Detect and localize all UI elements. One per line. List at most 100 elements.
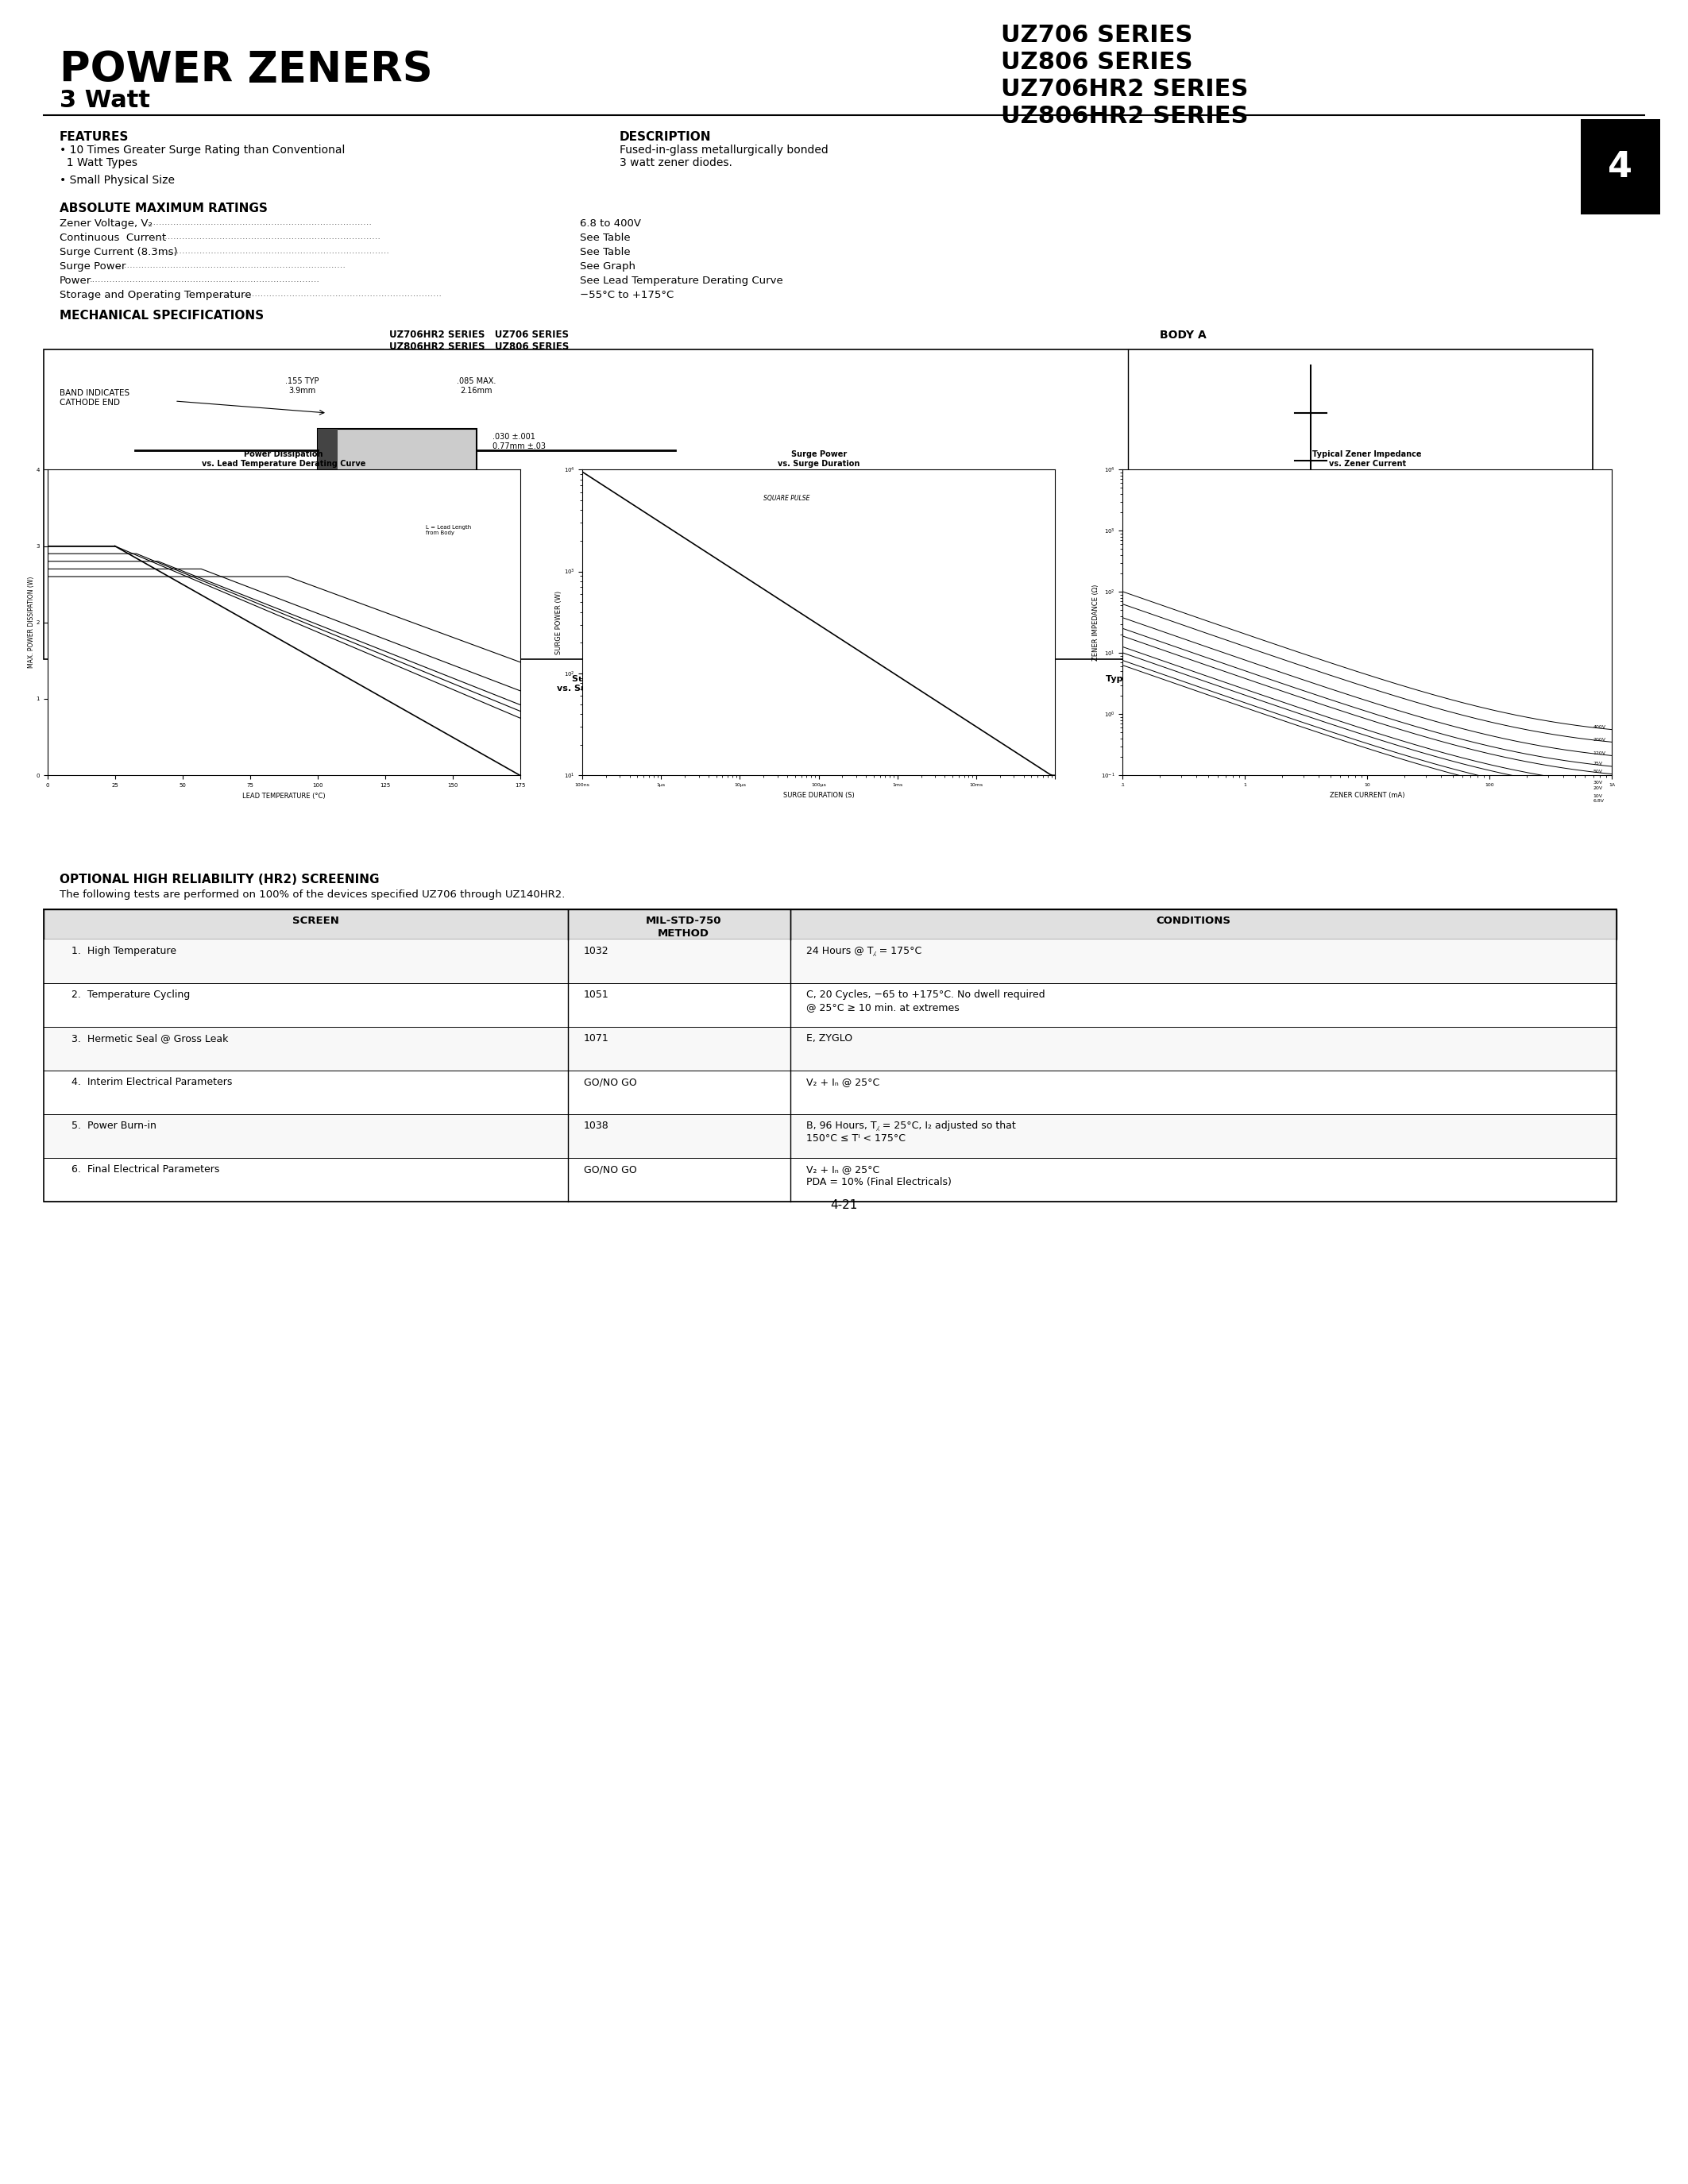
Text: .700 MIN.
17.8mm: .700 MIN. 17.8mm <box>57 505 95 522</box>
Text: GO/NO GO: GO/NO GO <box>584 1077 636 1088</box>
Text: 24 Hours @ T⁁ = 175°C: 24 Hours @ T⁁ = 175°C <box>807 946 922 957</box>
Title: Power Dissipation
vs. Lead Temperature Derating Curve: Power Dissipation vs. Lead Temperature D… <box>201 450 366 467</box>
Bar <box>44 983 1617 1026</box>
Text: 10V: 10V <box>1593 795 1602 797</box>
Text: MECHANICAL SPECIFICATIONS: MECHANICAL SPECIFICATIONS <box>59 310 263 321</box>
Text: Surge Current (8.3ms): Surge Current (8.3ms) <box>59 247 177 258</box>
Text: 1051: 1051 <box>584 989 609 1000</box>
Text: • Small Physical Size: • Small Physical Size <box>59 175 176 186</box>
Text: DESCRIPTION: DESCRIPTION <box>619 131 711 142</box>
Text: 1.625 MIN.
41.3mm: 1.625 MIN. 41.3mm <box>289 524 331 542</box>
X-axis label: LEAD TEMPERATURE (°C): LEAD TEMPERATURE (°C) <box>241 793 326 799</box>
Text: Zener Voltage, V₂: Zener Voltage, V₂ <box>59 218 152 229</box>
Text: 3 Watt: 3 Watt <box>59 90 150 111</box>
Text: Storage and Operating Temperature: Storage and Operating Temperature <box>59 290 252 299</box>
Text: GO/NO GO: GO/NO GO <box>584 1164 636 1175</box>
Text: 4.  Interim Electrical Parameters: 4. Interim Electrical Parameters <box>71 1077 233 1088</box>
Text: Typical Zener Impedance
vs. Zener Current: Typical Zener Impedance vs. Zener Curren… <box>1106 675 1229 692</box>
Text: L = Lead Length
from Body: L = Lead Length from Body <box>425 524 471 535</box>
Text: ................................................................................: ........................................… <box>159 247 390 256</box>
Text: BODY A: BODY A <box>1160 330 1207 341</box>
Text: 200V: 200V <box>1593 738 1605 743</box>
Y-axis label: ZENER IMPEDANCE (Ω): ZENER IMPEDANCE (Ω) <box>1092 583 1099 662</box>
Bar <box>44 1114 1617 1158</box>
Text: 75V: 75V <box>1593 762 1602 767</box>
Text: ................................................................................: ........................................… <box>115 262 346 269</box>
Bar <box>317 428 338 472</box>
Bar <box>44 1070 1617 1114</box>
Text: CONDITIONS: CONDITIONS <box>1156 915 1231 926</box>
Text: • 10 Times Greater Surge Rating than Conventional
  1 Watt Types: • 10 Times Greater Surge Rating than Con… <box>59 144 344 168</box>
Text: UZ706HR2 SERIES: UZ706HR2 SERIES <box>1001 79 1247 100</box>
Text: 6.8 to 400V: 6.8 to 400V <box>581 218 641 229</box>
Title: Typical Zener Impedance
vs. Zener Current: Typical Zener Impedance vs. Zener Curren… <box>1313 450 1421 467</box>
Text: 1032: 1032 <box>584 946 609 957</box>
Text: 20V: 20V <box>1593 786 1602 791</box>
Text: UZ706HR2 SERIES   UZ706 SERIES: UZ706HR2 SERIES UZ706 SERIES <box>390 330 569 341</box>
Text: B, 96 Hours, T⁁ = 25°C, I₂ adjusted so that
150°C ≤ Tⁱ < 175°C: B, 96 Hours, T⁁ = 25°C, I₂ adjusted so t… <box>807 1120 1016 1144</box>
Text: 30V: 30V <box>1593 780 1602 784</box>
Text: OPTIONAL HIGH RELIABILITY (HR2) SCREENING: OPTIONAL HIGH RELIABILITY (HR2) SCREENIN… <box>59 874 380 885</box>
Text: Fused-in-glass metallurgically bonded
3 watt zener diodes.: Fused-in-glass metallurgically bonded 3 … <box>619 144 829 168</box>
Text: UZ806HR2 SERIES   UZ806 SERIES: UZ806HR2 SERIES UZ806 SERIES <box>390 341 569 352</box>
Text: 2.  Temperature Cycling: 2. Temperature Cycling <box>71 989 191 1000</box>
Text: 4: 4 <box>1609 151 1632 183</box>
Bar <box>44 1026 1617 1070</box>
Text: V₂ + Iₙ @ 25°C
PDA = 10% (Final Electricals): V₂ + Iₙ @ 25°C PDA = 10% (Final Electric… <box>807 1164 952 1188</box>
Text: Power Dissipation
vs. Lead Temperature Derating Curve: Power Dissipation vs. Lead Temperature D… <box>74 675 260 692</box>
Text: See Table: See Table <box>581 234 630 242</box>
Text: 1038: 1038 <box>584 1120 609 1131</box>
X-axis label: ZENER CURRENT (mA): ZENER CURRENT (mA) <box>1330 791 1404 799</box>
Text: Continuous  Current: Continuous Current <box>59 234 165 242</box>
Text: 6.  Final Electrical Parameters: 6. Final Electrical Parameters <box>71 1164 219 1175</box>
Text: V₂ + Iₙ @ 25°C: V₂ + Iₙ @ 25°C <box>807 1077 879 1088</box>
Bar <box>44 1158 1617 1201</box>
Text: ................................................................................: ........................................… <box>150 234 381 240</box>
Text: 6.8V: 6.8V <box>1593 799 1604 804</box>
Text: 5.  Power Burn-in: 5. Power Burn-in <box>71 1120 157 1131</box>
Text: UZ Prefix is identified by a Blue or Red Cathode Band: UZ Prefix is identified by a Blue or Red… <box>103 644 368 653</box>
Text: See Graph: See Graph <box>581 262 635 271</box>
Text: ................................................................................: ........................................… <box>89 275 319 284</box>
Text: ................................................................................: ........................................… <box>142 218 371 227</box>
Text: UZ806 SERIES: UZ806 SERIES <box>1001 50 1193 74</box>
Text: 120V: 120V <box>1593 751 1605 756</box>
Text: SCREEN: SCREEN <box>292 915 339 926</box>
Bar <box>1580 120 1661 214</box>
Text: BAND INDICATES
CATHODE END: BAND INDICATES CATHODE END <box>59 389 130 406</box>
Text: 3.  Hermetic Seal @ Gross Leak: 3. Hermetic Seal @ Gross Leak <box>71 1033 228 1044</box>
Text: UZ706 SERIES: UZ706 SERIES <box>1001 24 1193 46</box>
Text: ................................................................................: ........................................… <box>211 290 442 297</box>
Text: Surge Power
vs. Surge Duration: Surge Power vs. Surge Duration <box>557 675 650 692</box>
Text: E, ZYGLO: E, ZYGLO <box>807 1033 852 1044</box>
Text: Surge Power: Surge Power <box>59 262 127 271</box>
Bar <box>44 349 1593 660</box>
Text: ABSOLUTE MAXIMUM RATINGS: ABSOLUTE MAXIMUM RATINGS <box>59 203 268 214</box>
Text: 1.  High Temperature: 1. High Temperature <box>71 946 176 957</box>
Text: 1071: 1071 <box>584 1033 609 1044</box>
Title: Surge Power
vs. Surge Duration: Surge Power vs. Surge Duration <box>778 450 859 467</box>
Text: MIL-STD-750
METHOD: MIL-STD-750 METHOD <box>645 915 721 939</box>
Text: .030 ±.001
0.77mm ±.03: .030 ±.001 0.77mm ±.03 <box>493 432 545 450</box>
Text: See Table: See Table <box>581 247 630 258</box>
Text: FEATURES: FEATURES <box>59 131 128 142</box>
Text: UZ806HR2 SERIES: UZ806HR2 SERIES <box>1001 105 1249 129</box>
Bar <box>317 428 476 472</box>
Text: C, 20 Cycles, −65 to +175°C. No dwell required
@ 25°C ≥ 10 min. at extremes: C, 20 Cycles, −65 to +175°C. No dwell re… <box>807 989 1045 1013</box>
Y-axis label: MAX. POWER DISSIPATION (W): MAX. POWER DISSIPATION (W) <box>27 577 35 668</box>
Bar <box>44 939 1617 983</box>
Text: .085 MAX.
2.16mm: .085 MAX. 2.16mm <box>457 378 496 395</box>
Text: .155 TYP
3.9mm: .155 TYP 3.9mm <box>285 378 319 395</box>
Text: The following tests are performed on 100% of the devices specified UZ706 through: The following tests are performed on 100… <box>59 889 565 900</box>
Y-axis label: SURGE POWER (W): SURGE POWER (W) <box>555 590 562 655</box>
Bar <box>44 909 1617 939</box>
Text: .055 TYP
1.4mm: .055 TYP 1.4mm <box>459 476 493 494</box>
Text: 400V: 400V <box>1593 725 1605 729</box>
X-axis label: SURGE DURATION (S): SURGE DURATION (S) <box>783 791 854 799</box>
Bar <box>44 909 1617 1201</box>
Text: POWER ZENERS: POWER ZENERS <box>59 50 432 90</box>
Text: See Lead Temperature Derating Curve: See Lead Temperature Derating Curve <box>581 275 783 286</box>
Text: .250 MAX.
6.35mm: .250 MAX. 6.35mm <box>187 505 226 522</box>
Text: SQUARE PULSE: SQUARE PULSE <box>763 496 810 502</box>
Text: Power: Power <box>59 275 91 286</box>
